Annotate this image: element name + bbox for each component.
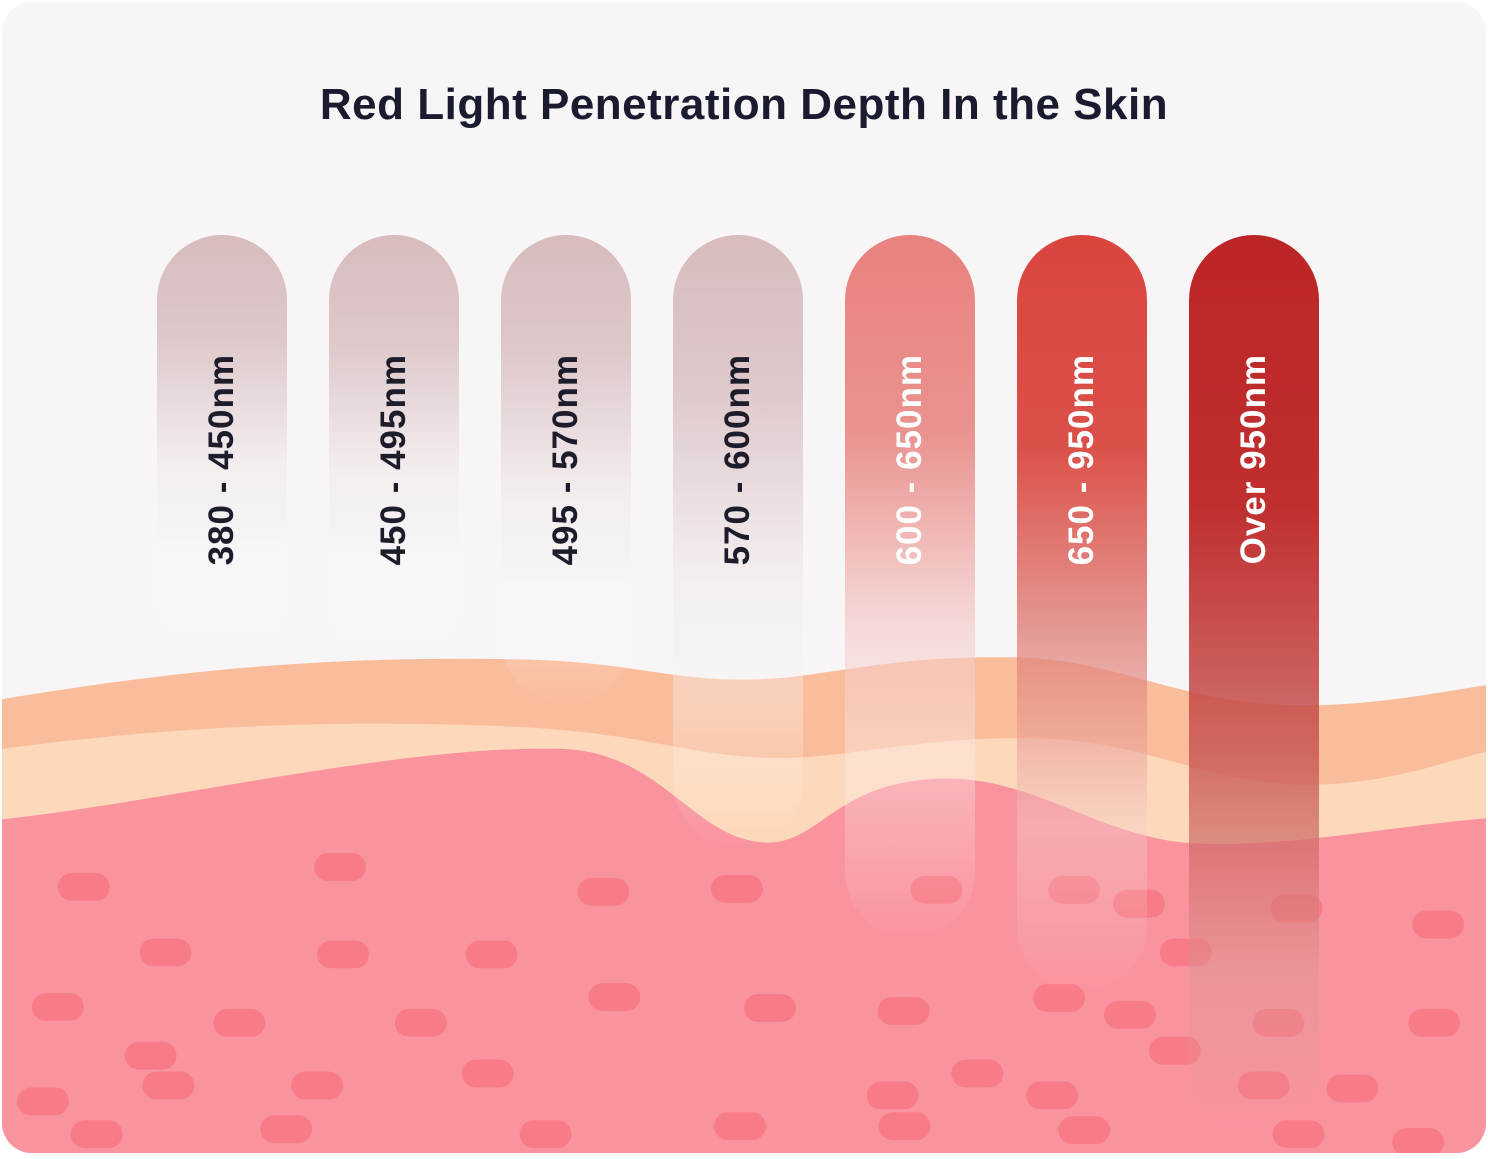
bar-label-wrap: 600 - 650nm — [845, 327, 975, 592]
dermis-cell — [1148, 1036, 1201, 1065]
bar-label: 495 - 570nm — [546, 353, 585, 566]
dermis-cell — [465, 940, 518, 969]
dermis-cell — [951, 1059, 1004, 1088]
dermis-cell — [317, 940, 370, 969]
dermis-cell — [1026, 1081, 1079, 1110]
bar-600---650nm: 600 - 650nm — [845, 235, 975, 937]
bar-380---450nm: 380 - 450nm — [157, 235, 287, 650]
dermis-cell — [461, 1059, 514, 1088]
bar-label-wrap: 650 - 950nm — [1017, 327, 1147, 592]
dermis-cell — [260, 1115, 313, 1144]
bar-label-wrap: Over 950nm — [1189, 327, 1319, 592]
bar-label-wrap: 380 - 450nm — [157, 327, 287, 592]
bar-650---950nm: 650 - 950nm — [1017, 235, 1147, 992]
dermis-cell — [1408, 1009, 1461, 1037]
bar-label: Over 950nm — [1234, 354, 1273, 565]
dermis-cell — [16, 1087, 69, 1116]
bar-450---495nm: 450 - 495nm — [329, 235, 459, 662]
dermis-cell — [1058, 1116, 1111, 1145]
page-title: Red Light Penetration Depth In the Skin — [319, 80, 1169, 129]
bar-label: 570 - 600nm — [718, 353, 757, 566]
dermis-cell — [519, 1120, 572, 1149]
dermis-cell — [866, 1081, 919, 1110]
dermis-cell — [877, 997, 930, 1025]
dermis-cell — [1272, 1120, 1325, 1149]
dermis-cell — [1104, 1001, 1156, 1029]
dermis-cell — [1412, 910, 1465, 939]
dermis-cell — [878, 1112, 931, 1141]
bar-label: 380 - 450nm — [202, 353, 241, 566]
dermis-cell — [213, 1009, 266, 1037]
dermis-cell — [1392, 1128, 1445, 1153]
bar-label: 450 - 495nm — [374, 353, 413, 566]
bar-label-wrap: 495 - 570nm — [501, 327, 631, 592]
dermis-cell — [70, 1120, 123, 1149]
bar-570---600nm: 570 - 600nm — [673, 235, 803, 847]
dermis-cell — [714, 1112, 766, 1141]
dermis-cell — [1326, 1074, 1379, 1103]
bar-label-wrap: 450 - 495nm — [329, 327, 459, 592]
dermis-cell — [124, 1041, 177, 1070]
dermis-cell — [291, 1071, 344, 1100]
dermis-cell — [31, 993, 84, 1021]
dermis-cell — [57, 872, 110, 901]
bar-495---570nm: 495 - 570nm — [501, 235, 631, 704]
dermis-cell — [744, 994, 796, 1022]
bar-over-950nm: Over 950nm — [1189, 235, 1319, 1134]
dermis-cell — [711, 874, 763, 903]
dermis-cell — [577, 877, 630, 906]
bar-label: 650 - 950nm — [1062, 353, 1101, 566]
bar-label-wrap: 570 - 600nm — [673, 327, 803, 592]
dermis-cell — [314, 853, 367, 881]
bar-label: 600 - 650nm — [890, 353, 929, 566]
dermis-cell — [394, 1009, 447, 1037]
dermis-cell — [588, 983, 641, 1011]
dermis-cell — [139, 938, 192, 967]
dermis-cell — [142, 1071, 195, 1100]
